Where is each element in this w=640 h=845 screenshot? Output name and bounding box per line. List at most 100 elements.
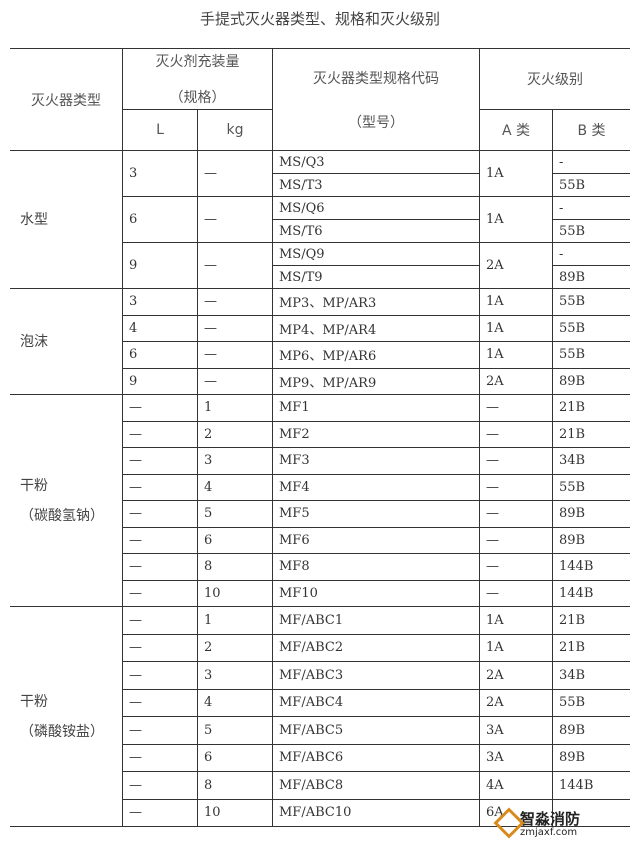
rating-B: 34B — [552, 447, 630, 475]
header-amount: 灭火剂充装量 （规格） — [122, 48, 273, 110]
model-code: MF8 — [272, 553, 480, 581]
capacity-kg: — — [197, 150, 273, 197]
rating-B: 144B — [552, 579, 630, 607]
rating-A: 1A — [479, 341, 553, 369]
rating-B: 34B — [552, 661, 630, 690]
rating-B: 55B — [552, 288, 630, 316]
capacity-L: 3 — [122, 288, 198, 316]
model-code: MF5 — [272, 500, 480, 528]
model-code: MF6 — [272, 526, 480, 554]
capacity-kg: 3 — [197, 447, 273, 475]
model-code: MF4 — [272, 473, 480, 501]
capacity-kg: 4 — [197, 688, 273, 717]
table-row: —4 MF/ABC4 2A 55B — [10, 688, 630, 717]
capacity-L: — — [122, 553, 198, 581]
capacity-kg: 8 — [197, 771, 273, 800]
header-code: 灭火器类型规格代码 （型号） — [272, 48, 480, 151]
capacity-L: — — [122, 420, 198, 448]
header-amount-line1: 灭火剂充装量 — [155, 54, 240, 70]
rating-B: 55B — [552, 314, 630, 342]
watermark-url: zmjaxf.com — [520, 827, 578, 838]
capacity-kg: 1 — [197, 606, 273, 635]
capacity-L: 9 — [122, 242, 198, 289]
rating-A: — — [479, 579, 553, 607]
model-code: MF/ABC6 — [272, 743, 480, 772]
capacity-kg: — — [197, 196, 273, 243]
rating-A: 4A — [479, 771, 553, 800]
table-row: 9— MS/Q9 2A - — [10, 242, 630, 289]
capacity-L: — — [122, 661, 198, 690]
table-row: 6— MP6、MP/AR6 1A 55B — [10, 341, 630, 369]
rating-B: 55B — [552, 173, 630, 197]
model-code: MS/Q9 — [272, 242, 480, 266]
model-code: MP9、MP/AR9 — [272, 367, 480, 395]
table-row: —5 MF5—89B — [10, 500, 630, 528]
model-code: MF/ABC3 — [272, 661, 480, 690]
capacity-L: 3 — [122, 150, 198, 197]
capacity-L: — — [122, 771, 198, 800]
header-B: B 类 — [552, 109, 630, 151]
model-code: MF2 — [272, 420, 480, 448]
rating-B: 89B — [552, 743, 630, 772]
capacity-kg: 6 — [197, 743, 273, 772]
table-row: —6 MF6—89B — [10, 526, 630, 554]
rating-A: — — [479, 447, 553, 475]
type-label: （磷酸铵盐） — [20, 723, 104, 740]
capacity-L: — — [122, 798, 198, 827]
capacity-L: — — [122, 526, 198, 554]
extinguisher-type: 干粉 （碳酸氢钠） — [10, 394, 123, 607]
capacity-kg: — — [197, 242, 273, 289]
model-code: MF/ABC1 — [272, 606, 480, 635]
rating-A: 6A — [479, 798, 553, 827]
table-row: —6 MF/ABC6 3A 89B — [10, 743, 630, 772]
watermark: 智淼消防 zmjaxf.com — [493, 807, 580, 839]
table-row: 干粉 （磷酸铵盐） —1 MF/ABC1 1A 21B — [10, 606, 630, 827]
rating-B: - — [552, 242, 630, 266]
rating-B: - — [552, 196, 630, 220]
table-row: —4 MF4—55B — [10, 473, 630, 501]
table-row: —10 MF10—144B — [10, 579, 630, 607]
table-row: —2 MF/ABC2 1A 21B — [10, 633, 630, 662]
rating-A: 2A — [479, 367, 553, 395]
rating-B: 89B — [552, 526, 630, 554]
type-label: 泡沫 — [20, 333, 48, 350]
capacity-kg: 5 — [197, 500, 273, 528]
header-A: A 类 — [479, 109, 553, 151]
capacity-kg: — — [197, 367, 273, 395]
rating-B: 21B — [552, 633, 630, 662]
rating-A: 2A — [479, 688, 553, 717]
header-code-line1: 灭火器类型规格代码 — [313, 70, 439, 87]
capacity-kg: 4 — [197, 473, 273, 501]
model-code: MF3 — [272, 447, 480, 475]
model-code: MF1 — [272, 394, 480, 422]
rating-A: — — [479, 394, 553, 422]
capacity-kg: 2 — [197, 420, 273, 448]
table-row: 6— MS/Q6 1A - — [10, 196, 630, 243]
header-rating: 灭火级别 — [479, 48, 630, 110]
capacity-L: — — [122, 500, 198, 528]
type-label: 水型 — [20, 211, 48, 228]
table-row: 4— MP4、MP/AR4 1A 55B — [10, 314, 630, 342]
table-row: —8 MF8—144B — [10, 553, 630, 581]
table-row: MS/T3 55B — [10, 173, 630, 197]
rating-A: 1A — [479, 196, 553, 243]
rating-A: 2A — [479, 661, 553, 690]
table-title: 手提式灭火器类型、规格和灭火级别 — [199, 10, 440, 28]
capacity-L: — — [122, 633, 198, 662]
capacity-L: — — [122, 394, 198, 422]
model-code: MF10 — [272, 579, 480, 607]
rating-A: 3A — [479, 743, 553, 772]
rating-B: 89B — [552, 265, 630, 289]
table-row: —8 MF/ABC8 4A 144B — [10, 771, 630, 800]
table-row: 泡沫 3— MP3、MP/AR3 1A 55B — [10, 288, 630, 395]
rating-B: 21B — [552, 394, 630, 422]
model-code: MP6、MP/AR6 — [272, 341, 480, 369]
rating-A: 1A — [479, 314, 553, 342]
header-type: 灭火器类型 — [10, 48, 123, 151]
model-code: MS/T9 — [272, 265, 480, 289]
table-row: —3 MF3—34B — [10, 447, 630, 475]
model-code: MP4、MP/AR4 — [272, 314, 480, 342]
capacity-L: — — [122, 716, 198, 745]
capacity-L: 4 — [122, 314, 198, 342]
table-row: 水型 3— MS/Q3 1A - — [10, 150, 630, 289]
